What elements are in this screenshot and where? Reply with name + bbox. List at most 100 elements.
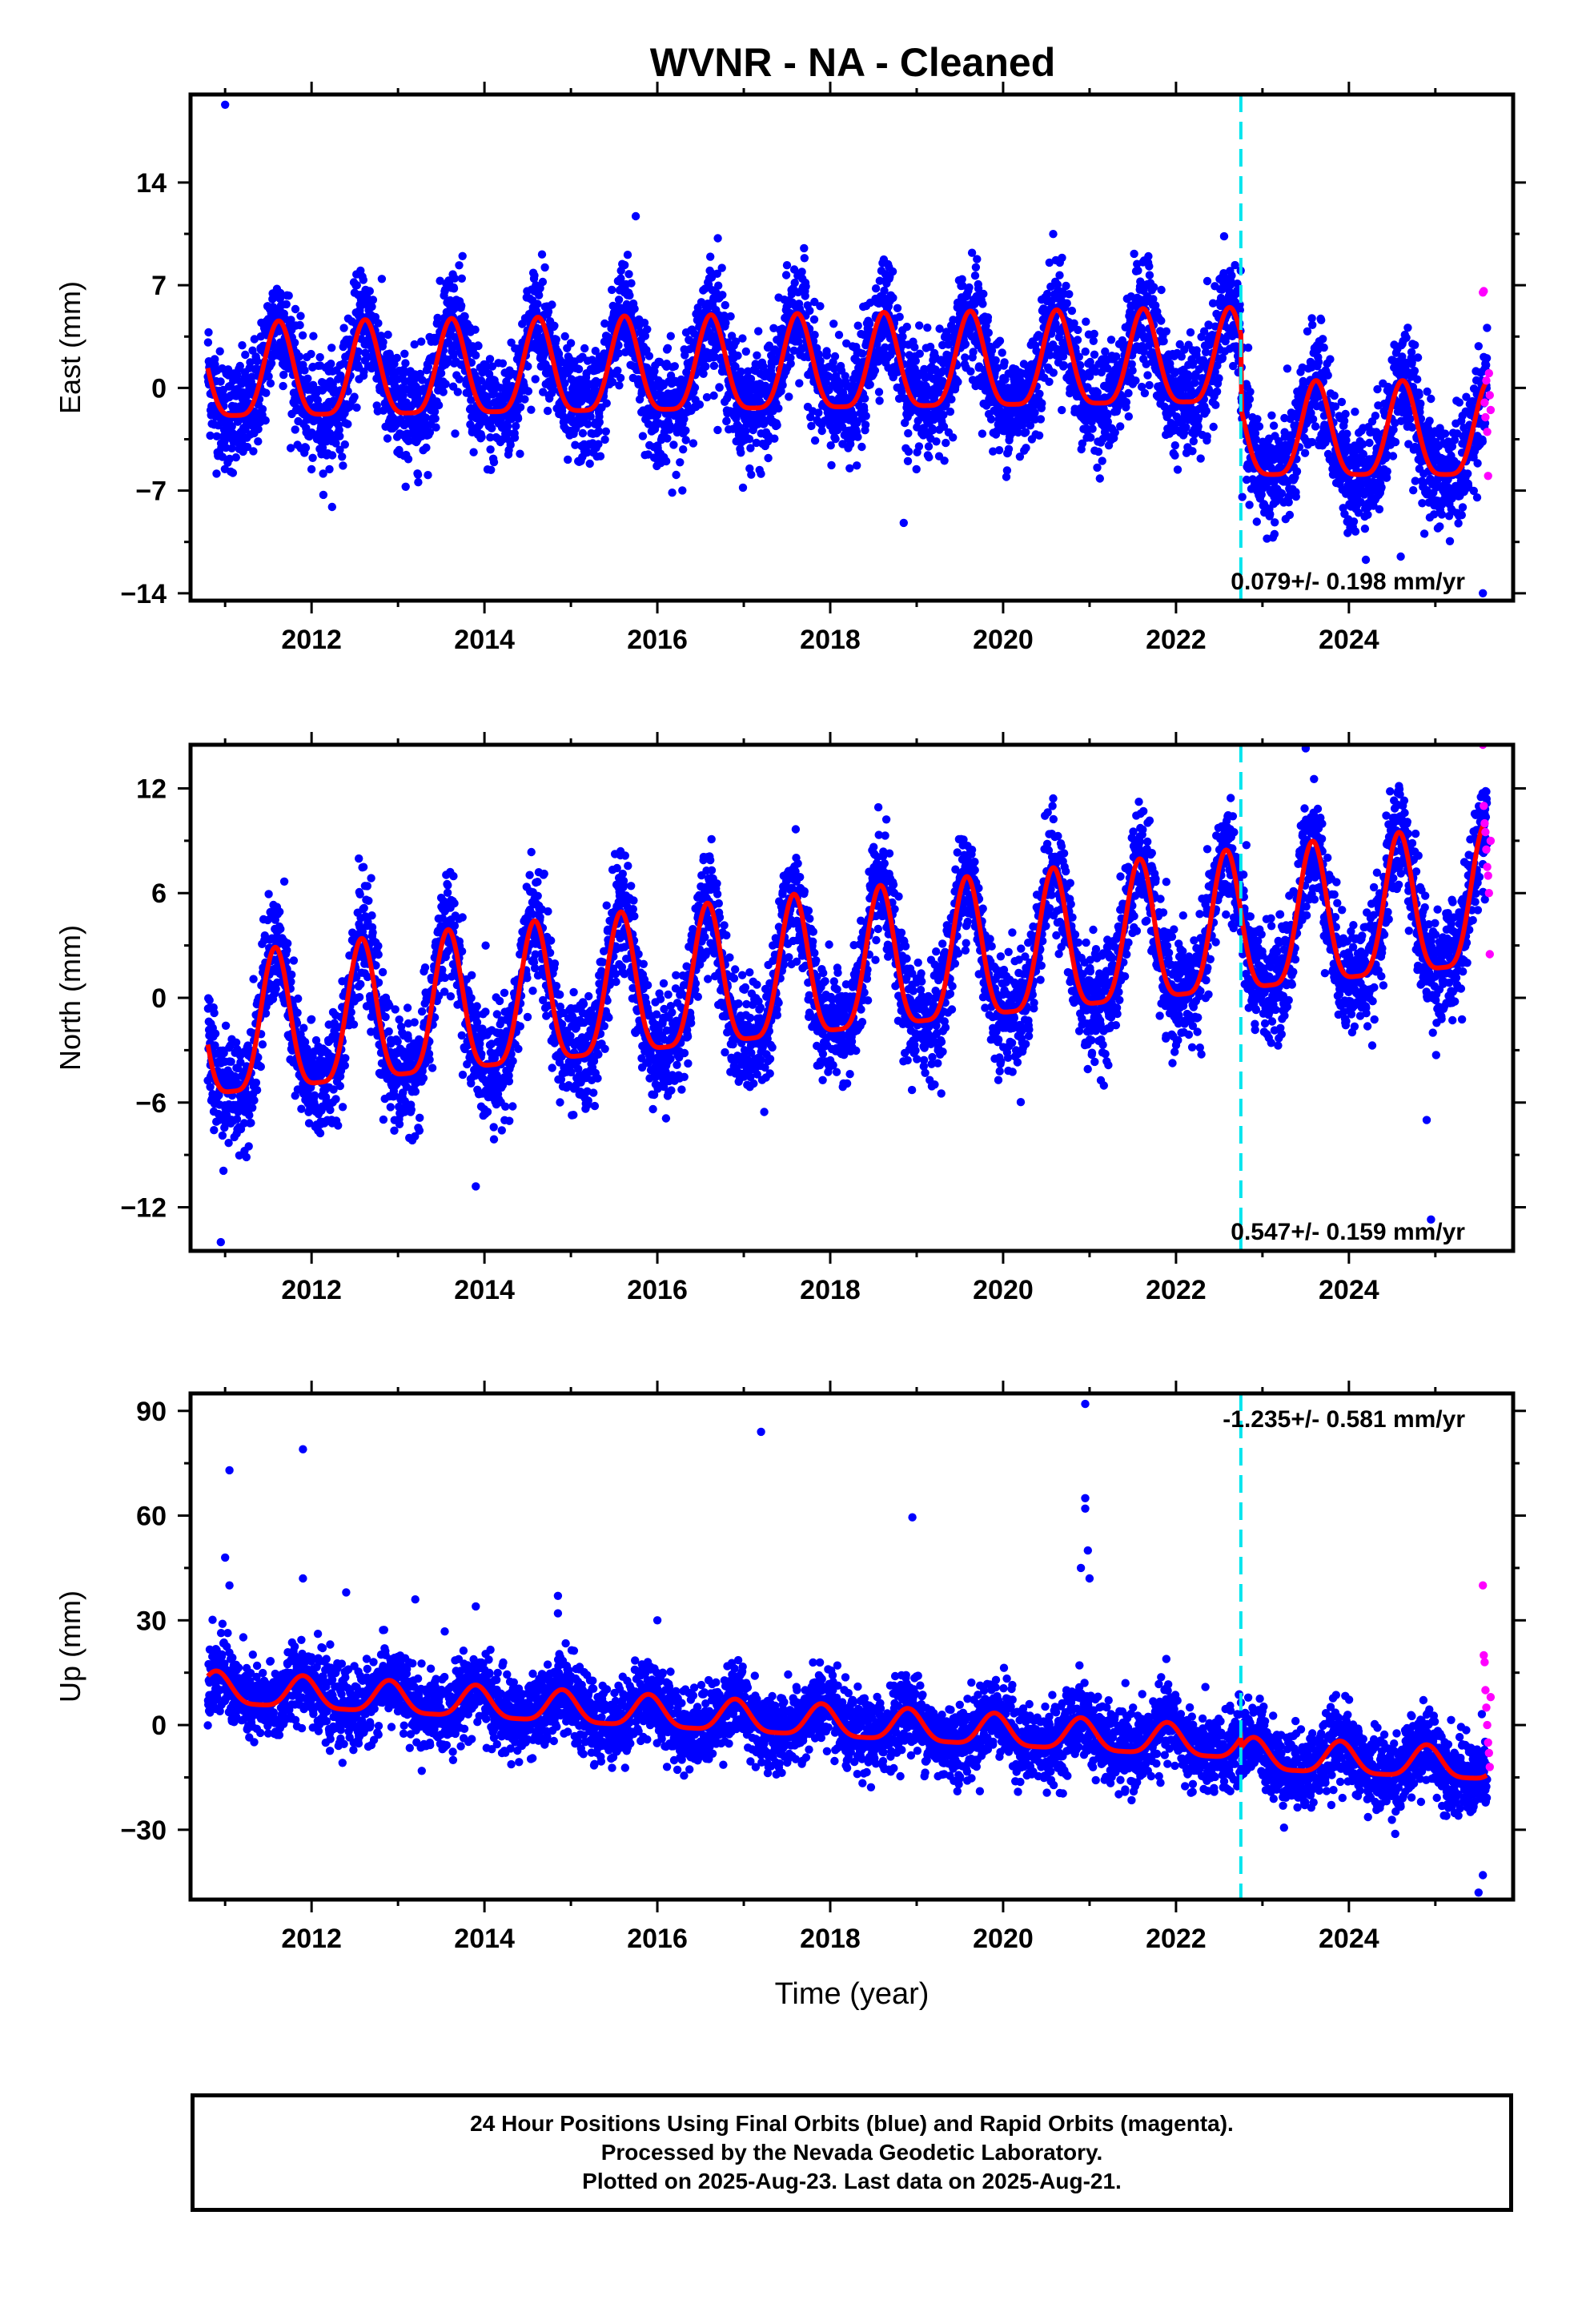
data-point	[861, 420, 870, 429]
data-point	[335, 445, 344, 454]
data-point	[353, 353, 362, 363]
data-point	[801, 292, 809, 300]
data-point	[295, 320, 304, 330]
data-point	[225, 454, 234, 464]
data-point	[745, 435, 754, 444]
data-point	[203, 338, 213, 347]
data-point	[983, 313, 993, 322]
data-point	[942, 438, 950, 448]
data-point	[995, 336, 1005, 345]
data-point	[543, 406, 552, 416]
data-point	[287, 316, 295, 324]
data-point	[668, 489, 677, 497]
data-point	[874, 388, 884, 396]
data-point	[1150, 283, 1158, 292]
data-point	[218, 452, 227, 461]
plot-area-east	[203, 100, 1496, 597]
data-point	[531, 375, 540, 384]
data-point	[991, 356, 1000, 365]
data-point	[1238, 493, 1247, 501]
data-point	[580, 344, 589, 353]
data-point	[602, 399, 611, 408]
data-point	[1269, 421, 1279, 430]
data-point	[858, 349, 867, 358]
data-point	[1022, 444, 1030, 452]
data-point	[853, 432, 862, 441]
data-point	[726, 312, 735, 321]
data-point	[1351, 408, 1359, 416]
data-point	[774, 404, 783, 413]
data-point	[1283, 364, 1292, 373]
data-point	[544, 308, 553, 316]
data-point	[422, 443, 431, 452]
data-point	[1188, 447, 1197, 456]
data-point	[374, 319, 383, 328]
data-point	[810, 331, 819, 340]
figure-title: WVNR - NA - Cleaned	[650, 40, 1056, 85]
data-point	[853, 461, 861, 470]
data-point	[861, 394, 869, 403]
data-point	[893, 304, 902, 312]
data-point	[486, 445, 495, 454]
data-point	[550, 321, 559, 330]
data-point	[614, 296, 624, 304]
data-point	[643, 325, 652, 334]
data-point	[298, 331, 307, 340]
data-point	[516, 403, 525, 412]
data-point	[904, 447, 913, 456]
data-point	[695, 400, 705, 409]
data-point	[1170, 451, 1179, 460]
data-point	[506, 440, 515, 449]
data-point	[338, 452, 347, 461]
data-point	[1291, 493, 1301, 501]
data-point	[1159, 336, 1168, 346]
data-point	[471, 325, 480, 334]
data-point	[548, 300, 556, 309]
data-point	[902, 322, 912, 332]
data-point	[1212, 387, 1222, 396]
data-point	[212, 432, 221, 440]
data-point	[250, 335, 259, 344]
data-point	[741, 347, 750, 356]
data-point	[487, 465, 496, 474]
data-point	[721, 300, 729, 310]
data-point	[431, 414, 440, 423]
data-point	[524, 362, 532, 371]
data-point	[1145, 262, 1154, 271]
data-point	[638, 432, 648, 440]
data-point	[620, 260, 629, 270]
data-point	[816, 302, 825, 311]
data-point	[701, 362, 710, 371]
data-point	[325, 464, 334, 474]
data-point	[533, 300, 542, 308]
data-point	[485, 355, 495, 364]
data-point	[946, 407, 955, 416]
data-point	[354, 347, 363, 356]
data-point	[291, 304, 300, 314]
data-point	[747, 470, 756, 479]
data-point	[1004, 444, 1014, 453]
data-point	[1067, 306, 1077, 316]
data-point	[1122, 398, 1131, 407]
data-point	[540, 263, 549, 272]
data-point	[865, 380, 874, 389]
data-point	[753, 351, 761, 360]
data-point	[1082, 317, 1090, 326]
data-point	[1194, 422, 1203, 431]
data-point	[1049, 368, 1058, 377]
data-point	[966, 367, 975, 376]
data-point	[367, 302, 376, 312]
data-point	[754, 327, 763, 336]
data-point	[327, 344, 336, 352]
data-point	[1022, 428, 1030, 436]
data-point	[246, 358, 255, 367]
data-point	[401, 482, 410, 491]
data-point	[932, 437, 941, 446]
data-point	[231, 453, 240, 462]
data-point	[327, 451, 337, 460]
data-point	[998, 348, 1006, 357]
data-point	[400, 368, 408, 376]
data-point	[689, 439, 698, 448]
data-point	[790, 278, 799, 287]
